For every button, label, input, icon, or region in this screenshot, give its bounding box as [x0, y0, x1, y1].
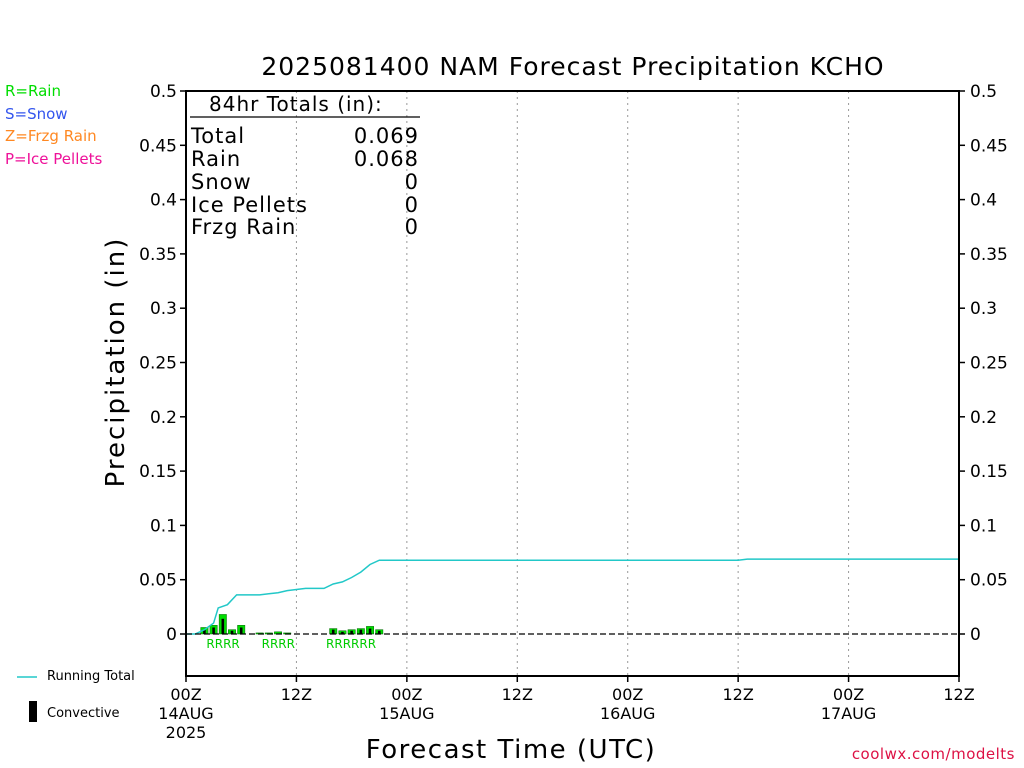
y-tick-label-left-6: 0.3 [150, 299, 177, 319]
y-tick-label-left-1: 0.05 [139, 571, 177, 591]
x-tick-date-2: 15AUG [379, 704, 434, 723]
y-tick-label-left-4: 0.2 [150, 408, 177, 428]
ptype-mark-0: RRRR [206, 637, 239, 651]
x-tick-label-0: 00Z [170, 685, 201, 704]
grid-lines [295, 91, 850, 676]
convective-bar-3 [230, 630, 234, 634]
y-tick-label-right-5: 0.25 [970, 354, 1008, 374]
y-tick-label-left-10: 0.5 [150, 82, 177, 102]
y-tick-label-right-6: 0.3 [970, 299, 997, 319]
convective-bar-6 [341, 631, 344, 634]
y-tick-label-right-7: 0.35 [970, 245, 1008, 265]
totals-value-ice: 0 [404, 193, 419, 217]
plot-frame [185, 90, 960, 677]
totals-label-rain: Rain [191, 147, 242, 171]
x-tick-label-3: 12Z [502, 685, 533, 704]
convective-bar-10 [377, 630, 381, 634]
y-tick-label-right-4: 0.2 [970, 408, 997, 428]
x-tick-date-4: 16AUG [600, 704, 655, 723]
running-total-line-group [186, 558, 959, 635]
x-tick-label-1: 12Z [281, 685, 312, 704]
x-tick-label-6: 00Z [833, 685, 864, 704]
totals-value-total: 0.069 [353, 124, 419, 148]
totals-header: 84hr Totals (in): [209, 92, 383, 116]
y-tick-label-left-5: 0.25 [139, 354, 177, 374]
x-tick-label-7: 12Z [943, 685, 974, 704]
y-tick-label-left-8: 0.4 [150, 191, 177, 211]
y-tick-label-left-7: 0.35 [139, 245, 177, 265]
y-tick-label-left-9: 0.45 [139, 136, 177, 156]
ptype-mark-1: RRRR [262, 637, 295, 651]
convective-bar-2 [221, 618, 225, 634]
y-tick-label-right-10: 0.5 [970, 82, 997, 102]
chart-text: 0 00.05 0.050.1 0.10.15 0.150.2 0.20.25 0.250.… [17, 52, 1008, 765]
totals-value-frzg: 0 [404, 215, 419, 239]
axes [180, 90, 965, 682]
x-tick-label-5: 12Z [722, 685, 753, 704]
legend-convective-swatch [29, 701, 37, 722]
credit-text: coolwx.com/modelts [851, 745, 1015, 763]
convective-bar-7 [350, 630, 353, 634]
running-total-line [186, 558, 959, 635]
convective-bar-9 [368, 628, 372, 634]
y-tick-label-left-0: 0 [166, 625, 177, 645]
x-tick-year-0: 2025 [166, 723, 207, 742]
legend-running-total-label: Running Total [47, 669, 135, 684]
convective-bar-8 [359, 629, 363, 634]
totals-label-total: Total [191, 124, 246, 148]
y-axis-label: Precipitation (in) [101, 237, 131, 488]
legend-rain: R=Rain [5, 82, 61, 100]
x-tick-label-4: 00Z [612, 685, 643, 704]
y-tick-label-left-3: 0.15 [139, 462, 177, 482]
totals-value-rain: 0.068 [353, 147, 419, 171]
totals-label-ice: Ice Pellets [191, 193, 308, 217]
convective-bar-1 [212, 627, 215, 634]
y-tick-label-right-2: 0.1 [970, 516, 997, 536]
legend-snow: S=Snow [5, 105, 68, 123]
y-tick-label-right-0: 0 [970, 625, 981, 645]
y-tick-label-right-8: 0.4 [970, 191, 997, 211]
legend-frzg-rain: Z=Frzg Rain [5, 127, 97, 145]
x-axis-label: Forecast Time (UTC) [366, 735, 657, 765]
y-tick-label-left-2: 0.1 [150, 516, 177, 536]
ptype-mark-2: RRRRRR [326, 637, 376, 651]
x-tick-date-0: 14AUG [158, 704, 213, 723]
convective-bar-4 [239, 627, 243, 634]
legend-ice-pellets: P=Ice Pellets [5, 150, 103, 168]
y-tick-label-right-3: 0.15 [970, 462, 1008, 482]
x-tick-label-2: 00Z [391, 685, 422, 704]
convective-bar-0 [203, 629, 206, 634]
legend-convective-label: Convective [47, 706, 120, 721]
y-tick-label-right-9: 0.45 [970, 136, 1008, 156]
convective-bar-5 [331, 629, 335, 634]
chart-title: 2025081400 NAM Forecast Precipitation KC… [261, 52, 884, 81]
precip-bars [200, 614, 384, 635]
totals-label-snow: Snow [191, 170, 252, 194]
totals-value-snow: 0 [404, 170, 419, 194]
x-tick-date-6: 17AUG [821, 704, 876, 723]
y-tick-label-right-1: 0.05 [970, 571, 1008, 591]
totals-label-frzg: Frzg Rain [191, 215, 297, 239]
